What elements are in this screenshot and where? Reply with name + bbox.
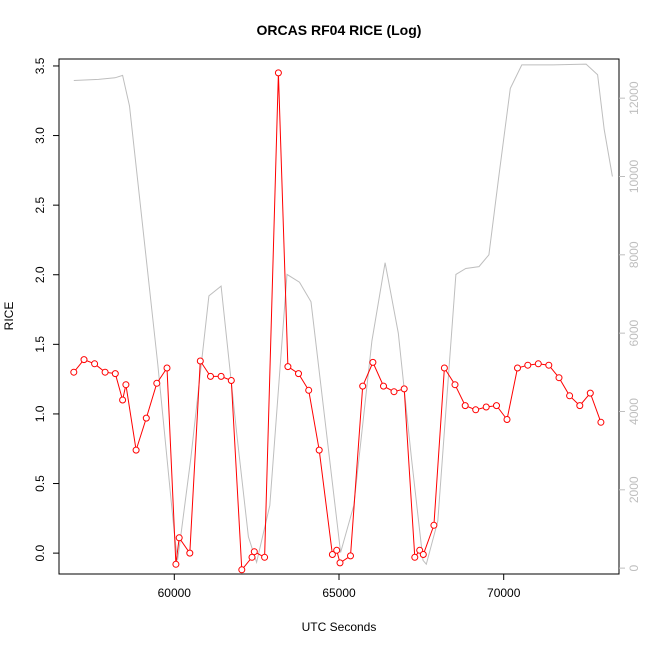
rice-point xyxy=(503,416,511,423)
rice-point xyxy=(328,551,336,558)
y-axis-label: RICE xyxy=(2,302,16,331)
rice-point xyxy=(238,566,246,574)
x-axis: 60000 65000 70000 xyxy=(158,574,521,600)
rice-point xyxy=(227,377,235,384)
chart-title: ORCAS RF04 RICE (Log) xyxy=(257,22,422,38)
y-axis-left: 0.0 0.5 1.0 1.5 2.0 2.5 3.0 3.5 xyxy=(33,57,59,561)
rice-point xyxy=(175,534,183,542)
rice-point xyxy=(380,382,387,390)
y-tick-label: 1.0 xyxy=(33,405,47,422)
rice-point xyxy=(333,546,341,554)
rice-point xyxy=(207,372,214,380)
y-tick-label: 0.5 xyxy=(33,475,47,492)
y2-tick-label: 2000 xyxy=(627,476,641,503)
y-tick-label: 3.5 xyxy=(33,57,47,74)
rice-point xyxy=(555,374,563,382)
rice-point xyxy=(493,402,500,410)
y2-tick-label: 6000 xyxy=(627,319,641,346)
rice-point xyxy=(597,418,605,426)
y-tick-label: 0.0 xyxy=(33,544,47,561)
rice-point xyxy=(119,396,127,404)
rice-point xyxy=(440,364,448,372)
rice-point xyxy=(248,553,256,561)
rice-point xyxy=(153,379,161,387)
rice-point xyxy=(411,553,419,561)
rice-point xyxy=(400,385,408,393)
rice-point xyxy=(101,368,109,376)
y2-tick-label: 12000 xyxy=(627,81,641,115)
y2-tick-label: 10000 xyxy=(627,159,641,193)
y-tick-label: 3.0 xyxy=(33,127,47,144)
rice-point xyxy=(284,363,292,371)
y-axis-right: 0 2000 4000 6000 8000 10000 12000 xyxy=(619,81,641,571)
series-altitude xyxy=(73,63,613,566)
rice-point xyxy=(111,370,119,378)
rice-point xyxy=(369,358,377,366)
rice-point xyxy=(261,553,269,561)
altitude-line xyxy=(73,63,613,566)
rice-point xyxy=(217,372,225,380)
rice-point xyxy=(132,446,140,454)
rice-point xyxy=(336,559,344,567)
rice-point xyxy=(472,406,480,414)
x-tick-label: 65000 xyxy=(322,586,356,600)
rice-point xyxy=(576,402,584,410)
rice-point xyxy=(390,388,398,396)
rice-point xyxy=(461,402,469,410)
x-tick-label: 60000 xyxy=(158,586,192,600)
rice-point xyxy=(91,360,99,368)
rice-point xyxy=(274,69,282,77)
rice-point xyxy=(514,364,521,372)
y2-tick-label: 4000 xyxy=(627,398,641,425)
y-tick-label: 2.5 xyxy=(33,196,47,213)
rice-point xyxy=(163,364,171,372)
rice-point xyxy=(430,521,438,529)
y-tick-label: 2.0 xyxy=(33,266,47,283)
series-rice xyxy=(70,69,605,574)
rice-point xyxy=(347,552,354,560)
rice-point xyxy=(359,382,367,390)
rice-point xyxy=(142,414,150,422)
rice-point xyxy=(545,361,553,369)
y-tick-label: 1.5 xyxy=(33,336,47,353)
rice-point xyxy=(186,549,194,557)
rice-point xyxy=(305,386,313,394)
rice-point xyxy=(70,368,78,376)
rice-point xyxy=(295,370,302,378)
rice-point xyxy=(482,403,490,411)
plot-box xyxy=(58,58,620,575)
rice-point xyxy=(196,357,204,365)
rice-point xyxy=(586,389,594,397)
rice-point xyxy=(315,446,323,454)
rice-point xyxy=(80,356,88,364)
x-axis-label: UTC Seconds xyxy=(302,620,377,634)
rice-point xyxy=(172,560,180,568)
rice-point xyxy=(566,392,574,400)
rice-point xyxy=(451,381,459,389)
rice-point xyxy=(419,551,427,558)
y2-tick-label: 8000 xyxy=(627,241,641,268)
rice-point xyxy=(534,360,542,368)
rice-point xyxy=(524,361,532,369)
rice-point xyxy=(122,381,130,389)
y2-tick-label: 0 xyxy=(627,564,641,571)
rice-point xyxy=(250,548,258,556)
x-tick-label: 70000 xyxy=(487,586,521,600)
